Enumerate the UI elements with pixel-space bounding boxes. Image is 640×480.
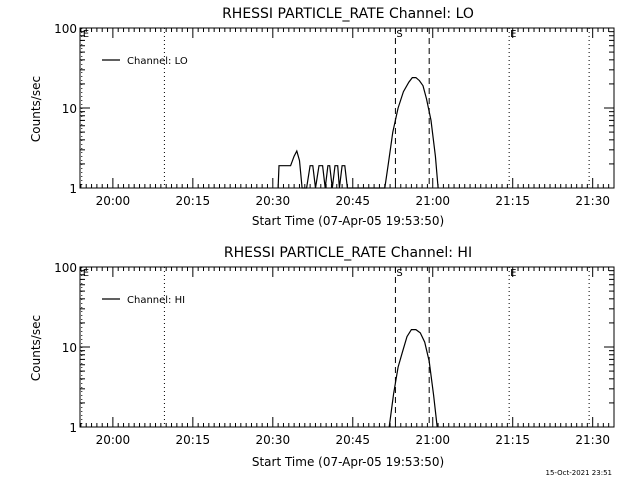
chart-title: RHESSI PARTICLE_RATE Channel: LO	[222, 6, 474, 22]
y-tick-label: 1	[69, 182, 77, 196]
x-tick-label: 21:00	[415, 194, 450, 208]
x-tick-label: 21:00	[415, 433, 450, 447]
panel-lo: RHESSI PARTICLE_RATE Channel: LO Counts/…	[29, 6, 615, 228]
y-axis-label: Counts/sec	[29, 315, 43, 381]
x-tick-label: 20:45	[335, 194, 370, 208]
panel-hi: RHESSI PARTICLE_RATE Channel: HI Counts/…	[29, 245, 615, 469]
x-tick-label: 20:15	[176, 433, 211, 447]
x-tick-label: 20:15	[176, 194, 211, 208]
event-marker-label: E	[510, 29, 516, 40]
y-tick-label: 1	[69, 421, 77, 435]
x-tick-label: 21:15	[495, 433, 530, 447]
event-marker-label: E	[83, 29, 89, 40]
data-series-line	[277, 76, 439, 189]
x-tick-label: 21:30	[575, 194, 610, 208]
x-tick-label: 21:30	[575, 433, 610, 447]
event-marker-label: S	[396, 29, 402, 40]
chart-title: RHESSI PARTICLE_RATE Channel: HI	[224, 245, 472, 261]
x-tick-label: 20:00	[96, 433, 131, 447]
x-tick-label: 21:15	[495, 194, 530, 208]
plot-frame	[79, 266, 615, 428]
x-tick-label: 20:45	[335, 433, 370, 447]
legend-label: Channel: HI	[127, 295, 185, 306]
data-series-line	[388, 329, 438, 428]
y-tick-label: 100	[54, 261, 77, 275]
x-tick-label: 20:00	[96, 194, 131, 208]
x-tick-label: 20:30	[256, 433, 291, 447]
x-axis-label: Start Time (07-Apr-05 19:53:50)	[252, 455, 444, 469]
plot-area: 20:00 20:15 20:30 20:45 21:00 21:15 21:30 1 10 10…	[54, 22, 615, 208]
event-marker-label: E	[510, 268, 516, 279]
plot-frame	[79, 27, 615, 189]
legend-label: Channel: LO	[127, 56, 188, 67]
y-tick-label: 10	[62, 102, 77, 116]
event-marker-label: S	[396, 268, 402, 279]
plot-area: 20:00 20:15 20:30 20:45 21:00 21:15 21:30 1 10 10…	[54, 261, 615, 447]
event-marker-label: E	[83, 268, 89, 279]
y-tick-label: 100	[54, 22, 77, 36]
y-axis-label: Counts/sec	[29, 76, 43, 142]
generation-timestamp: 15-Oct-2021 23:51	[546, 469, 612, 477]
y-tick-label: 10	[62, 341, 77, 355]
x-tick-label: 20:30	[256, 194, 291, 208]
x-axis-label: Start Time (07-Apr-05 19:53:50)	[252, 214, 444, 228]
